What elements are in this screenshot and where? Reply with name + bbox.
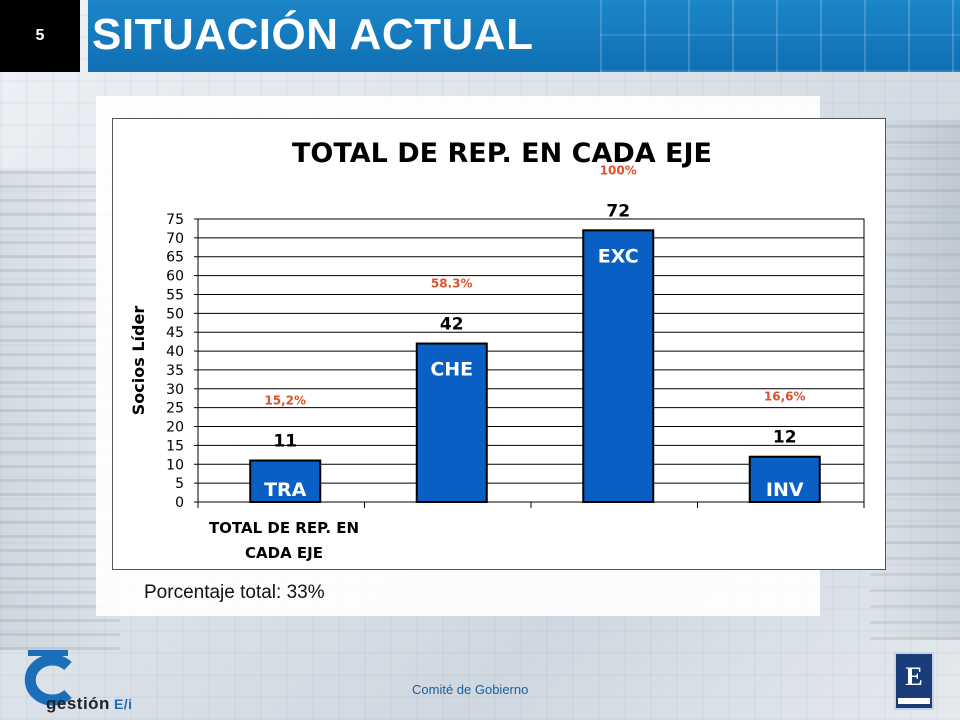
y-tick-label: 25 bbox=[166, 401, 184, 417]
bar-percent-label: 100% bbox=[600, 163, 637, 177]
excelencia-logo-icon: E bbox=[894, 652, 934, 710]
bar-value-label: 11 bbox=[273, 431, 297, 451]
bar-category-label: INV bbox=[766, 479, 804, 501]
excelencia-logo-letter: E bbox=[905, 662, 923, 691]
bar-chart: TOTAL DE REP. EN CADA EJE 0 5 10 15 20 25 30 35… bbox=[129, 138, 865, 562]
slide-number-text: 5 bbox=[35, 27, 45, 44]
header-grid-decoration bbox=[600, 0, 960, 72]
bar-value-label: 72 bbox=[606, 201, 630, 221]
bar-percent-label: 15,2% bbox=[264, 393, 306, 407]
gestion-logo-word: gestión bbox=[46, 694, 110, 713]
bar-tra bbox=[249, 459, 322, 504]
y-tick-label: 30 bbox=[166, 382, 184, 398]
y-tick-label: 75 bbox=[166, 212, 184, 228]
bar-che bbox=[415, 342, 488, 503]
y-tick-label: 45 bbox=[166, 325, 184, 341]
chart-title: TOTAL DE REP. EN CADA EJE bbox=[292, 138, 712, 169]
chart-bars bbox=[249, 229, 821, 504]
bar-category-label: TRA bbox=[264, 479, 307, 501]
y-tick-label: 5 bbox=[175, 476, 184, 492]
excelencia-logo-band bbox=[898, 698, 930, 704]
bar-inv bbox=[748, 455, 821, 503]
bar-category-label: CHE bbox=[430, 359, 473, 381]
y-tick-label: 40 bbox=[166, 344, 184, 360]
y-tick-label: 60 bbox=[166, 269, 184, 285]
header-bar bbox=[88, 0, 960, 72]
y-axis-ticks: 0 5 10 15 20 25 30 35 40 45 50 55 60 65 70 75 bbox=[166, 212, 198, 511]
y-tick-label: 65 bbox=[166, 250, 184, 266]
gestion-logo-text: gestión E/i bbox=[46, 694, 133, 714]
bar-percent-label: 58.3% bbox=[431, 277, 473, 291]
footer-committee-text: Comité de Gobierno bbox=[412, 682, 529, 697]
slide-title: SITUACIÓN ACTUAL bbox=[92, 10, 534, 59]
x-axis-label-line-1: TOTAL DE REP. EN bbox=[209, 519, 359, 537]
bar-exc bbox=[582, 229, 655, 503]
gestion-logo-icon bbox=[24, 650, 72, 706]
y-tick-label: 35 bbox=[166, 363, 184, 379]
y-tick-label: 70 bbox=[166, 231, 184, 247]
chart-labels: TRA 11 15,2% CHE 42 58.3% EXC 72 100% INV 12 16,6% bbox=[264, 163, 805, 501]
bar-category-label: EXC bbox=[598, 245, 639, 267]
bar-value-label: 42 bbox=[440, 315, 464, 335]
y-tick-label: 50 bbox=[166, 306, 184, 322]
gestion-logo-suffix: E/i bbox=[113, 696, 133, 712]
y-tick-label: 0 bbox=[175, 495, 184, 511]
bar-percent-label: 16,6% bbox=[764, 390, 806, 404]
y-tick-label: 10 bbox=[166, 457, 184, 473]
y-tick-label: 55 bbox=[166, 287, 184, 303]
y-tick-label: 15 bbox=[166, 438, 184, 454]
bar-value-label: 12 bbox=[773, 428, 797, 448]
percentage-total-caption: Porcentaje total: 33% bbox=[144, 582, 325, 603]
slide-number: 5 bbox=[0, 0, 80, 72]
y-axis-label: Socios Líder bbox=[129, 306, 148, 416]
x-axis-label-line-2: CADA EJE bbox=[245, 544, 323, 562]
y-tick-label: 20 bbox=[166, 420, 184, 436]
